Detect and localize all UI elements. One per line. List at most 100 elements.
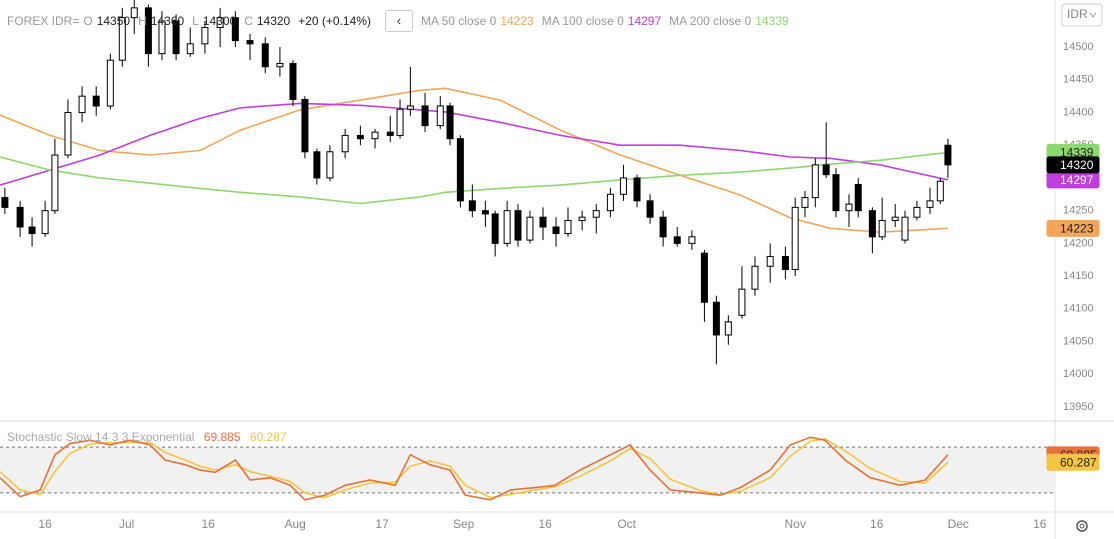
stoch-title: Stochastic Slow 14 3 3 Exponential [7,430,195,444]
candle-body [456,138,464,202]
x-tick-label: Aug [284,517,305,531]
stoch-k-value: 69.885 [203,430,241,444]
candle-body [592,210,600,218]
candle-body [503,210,511,244]
gear-hub [1079,523,1085,529]
candle-body [446,105,454,140]
candle-body [289,62,297,100]
candle-body [481,210,489,215]
stoch-legend: Stochastic Slow 14 3 3 Exponential 69.88… [7,430,293,444]
moving-average [0,151,948,205]
candle-body [78,95,86,114]
candle-body [688,236,696,244]
y-tick-label: 14100 [1063,303,1094,315]
candle-body [421,105,429,127]
candle-body [712,301,720,336]
currency-dropdown[interactable]: IDR [1061,3,1103,27]
candle-body [186,43,194,55]
x-tick-label: 16 [870,517,884,531]
high-value: 14360 [150,14,185,28]
y-tick-label: 14500 [1063,41,1094,53]
candle-body [301,98,309,153]
candle-body [724,321,732,336]
candle-body [801,197,809,208]
x-tick-label: 16 [38,517,52,531]
x-tick-label: 17 [375,517,389,531]
candle-body [854,183,862,212]
candle-body [92,95,100,107]
candle-body [371,131,379,140]
candle-body [901,216,909,241]
candle-body [396,108,404,136]
last-price-badge [1046,156,1100,174]
x-tick-label: Nov [785,517,806,531]
ma-badge [1046,219,1100,237]
candle-body [514,210,522,241]
settings-button[interactable] [1076,520,1088,532]
ohlc-label: H [138,14,147,28]
candle-body [619,177,627,195]
collapse-button[interactable]: ‹ [384,10,413,32]
candle-body [781,255,789,271]
candle-body [791,206,799,271]
moving-average [0,102,949,186]
candle-body [468,200,476,212]
x-tick-label: Oct [617,517,636,531]
candle-body [201,26,209,45]
last-price-badge-label: 14320 [1060,158,1094,172]
candle-body [341,134,349,153]
ma-value: 14339 [755,14,789,28]
candle-body [700,252,708,303]
candle-body [356,134,364,140]
symbol: FOREX IDR= [7,14,80,28]
candle-body [41,210,49,235]
ohlc-label: L [192,14,199,28]
legend-header: FOREX IDR= O 14350 H 14360 L 14300 C 14320 +… [7,10,801,32]
candle-body [578,216,586,221]
x-tick-label: 16 [538,517,552,531]
ma-value: 14223 [500,14,534,28]
candle-body [158,20,166,55]
ma-name: MA 200 close 0 [669,14,752,28]
stoch-line [0,436,949,501]
candle-body [144,7,152,55]
candle-body [751,265,759,290]
candle-body [891,216,899,221]
candle-body [216,17,224,28]
dropdown-box[interactable] [1061,3,1103,27]
y-tick-label: 14450 [1063,74,1094,86]
candle-body [491,213,499,244]
candle-body [526,216,534,241]
candle-body [16,206,24,228]
gear-icon[interactable] [1076,520,1088,532]
stoch-badge [1046,453,1100,471]
candle-body [539,216,547,228]
currency-label[interactable]: IDR [1067,7,1088,21]
candle-body [738,288,746,316]
y-tick-label: 13950 [1063,401,1094,413]
candle-body [276,62,284,68]
candle-body [564,219,572,235]
candle-body [878,219,886,238]
candle-body [633,177,641,202]
candle-body [51,154,59,212]
candle-body [1,197,9,208]
candle-body [673,236,681,244]
candle-body [406,105,414,110]
candle-body [64,112,72,156]
candle-body [766,255,774,267]
candle-body [172,20,180,55]
y-tick-label: 14400 [1063,106,1094,118]
x-tick-label: Sep [453,517,475,531]
y-tick-label: 14250 [1063,205,1094,217]
close-value: 14320 [256,14,291,28]
stoch-badge-label: 60.287 [1060,455,1097,469]
candle-body [326,151,334,179]
ohlc-label: O [83,14,93,28]
candle-body [386,131,394,136]
candle-body [845,203,853,212]
ma-badge-label: 14297 [1060,173,1094,187]
open-value: 14350 [96,14,131,28]
